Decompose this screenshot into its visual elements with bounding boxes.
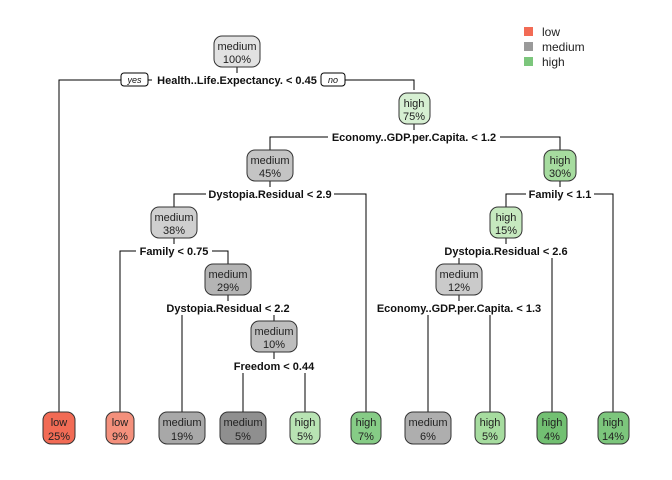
leaf-medium-5: medium 5%: [219, 411, 267, 445]
leaf-high-7: high 7%: [350, 411, 382, 445]
leaf-percent: 5%: [235, 431, 251, 443]
leaf-class: high: [542, 417, 563, 429]
legend: low medium high: [524, 25, 585, 69]
node-medium-29: medium 29%: [204, 263, 252, 296]
node-high-15: high 15%: [489, 206, 523, 239]
leaf-percent: 14%: [602, 431, 624, 443]
leaf-high-14: high 14%: [597, 411, 630, 445]
tree-edges: [58, 67, 614, 412]
leaf-class: medium: [223, 417, 262, 429]
split-label-family-1: Family < 1.1: [529, 189, 592, 201]
leaf-percent: 5%: [482, 431, 498, 443]
leaf-percent: 5%: [297, 431, 313, 443]
split-label-dystopia-2: Dystopia.Residual < 2.6: [444, 246, 567, 258]
node-percent: 45%: [259, 168, 281, 180]
leaf-low-9: low 9%: [105, 411, 135, 445]
legend-swatch-low: [524, 27, 533, 36]
split-labels: Health..Life.Expectancy. < 0.45 Economy.…: [136, 73, 594, 373]
node-percent: 30%: [549, 168, 571, 180]
node-class: medium: [439, 269, 478, 281]
split-label-family-2: Family < 0.75: [140, 246, 209, 258]
node-class: high: [496, 212, 517, 224]
leaf-class: high: [295, 417, 316, 429]
node-percent: 15%: [495, 225, 517, 237]
node-percent: 75%: [403, 111, 425, 123]
leaf-percent: 25%: [48, 431, 70, 443]
split-label-economy-1: Economy..GDP.per.Capita. < 1.2: [332, 132, 496, 144]
legend-label-low: low: [542, 25, 560, 39]
legend-swatch-high: [524, 57, 533, 66]
branch-tags: yes no: [120, 72, 346, 87]
node-class: medium: [208, 269, 247, 281]
split-label-dystopia-3: Dystopia.Residual < 2.2: [166, 303, 289, 315]
node-medium-38: medium 38%: [150, 206, 198, 239]
node-class: high: [404, 98, 425, 110]
leaf-medium-19: medium 19%: [158, 411, 206, 445]
leaf-percent: 19%: [171, 431, 193, 443]
leaf-class: high: [480, 417, 501, 429]
leaf-low-25: low 25%: [42, 411, 76, 445]
no-tag: [320, 72, 346, 87]
node-percent: 29%: [217, 282, 239, 294]
node-class: high: [550, 155, 571, 167]
leaf-class: high: [603, 417, 624, 429]
split-label-dystopia-1: Dystopia.Residual < 2.9: [208, 189, 331, 201]
node-class: medium: [154, 212, 193, 224]
split-label-freedom: Freedom < 0.44: [234, 361, 315, 373]
node-percent: 12%: [448, 282, 470, 294]
legend-label-medium: medium: [542, 40, 585, 54]
leaf-class: medium: [408, 417, 447, 429]
node-class: medium: [250, 155, 289, 167]
leaf-percent: 9%: [112, 431, 128, 443]
node-medium-12: medium 12%: [435, 263, 483, 296]
node-percent: 38%: [163, 225, 185, 237]
node-percent: 100%: [223, 54, 251, 66]
no-tag-label: no: [328, 75, 338, 85]
leaf-high-4: high 4%: [536, 411, 568, 445]
node-medium-10: medium 10%: [250, 320, 298, 353]
node-class: medium: [217, 41, 256, 53]
leaf-nodes: low 25% low 9% medium 19% medium 5% high…: [42, 411, 630, 445]
leaf-high-5b: high 5%: [474, 411, 506, 445]
leaf-class: low: [51, 417, 68, 429]
internal-nodes: medium 100% high 75% medium 45% high 30%…: [150, 35, 577, 353]
leaf-percent: 7%: [358, 431, 374, 443]
node-percent: 10%: [263, 339, 285, 351]
leaf-class: medium: [162, 417, 201, 429]
node-medium-45: medium 45%: [246, 149, 294, 182]
node-high-75: high 75%: [398, 92, 431, 125]
node-class: medium: [254, 326, 293, 338]
leaf-percent: 6%: [420, 431, 436, 443]
legend-label-high: high: [542, 55, 565, 69]
leaf-medium-6: medium 6%: [404, 411, 452, 445]
edge: [427, 307, 491, 412]
yes-tag-label: yes: [126, 75, 142, 85]
leaf-high-5: high 5%: [289, 411, 321, 445]
leaf-class: high: [356, 417, 377, 429]
leaf-class: low: [112, 417, 129, 429]
split-label-economy-2: Economy..GDP.per.Capita. < 1.3: [377, 303, 541, 315]
node-root: medium 100%: [213, 35, 261, 68]
leaf-percent: 4%: [544, 431, 560, 443]
split-label-root: Health..Life.Expectancy. < 0.45: [157, 75, 317, 87]
node-high-30: high 30%: [543, 149, 577, 182]
yes-tag: [120, 72, 149, 87]
legend-swatch-medium: [524, 42, 533, 51]
